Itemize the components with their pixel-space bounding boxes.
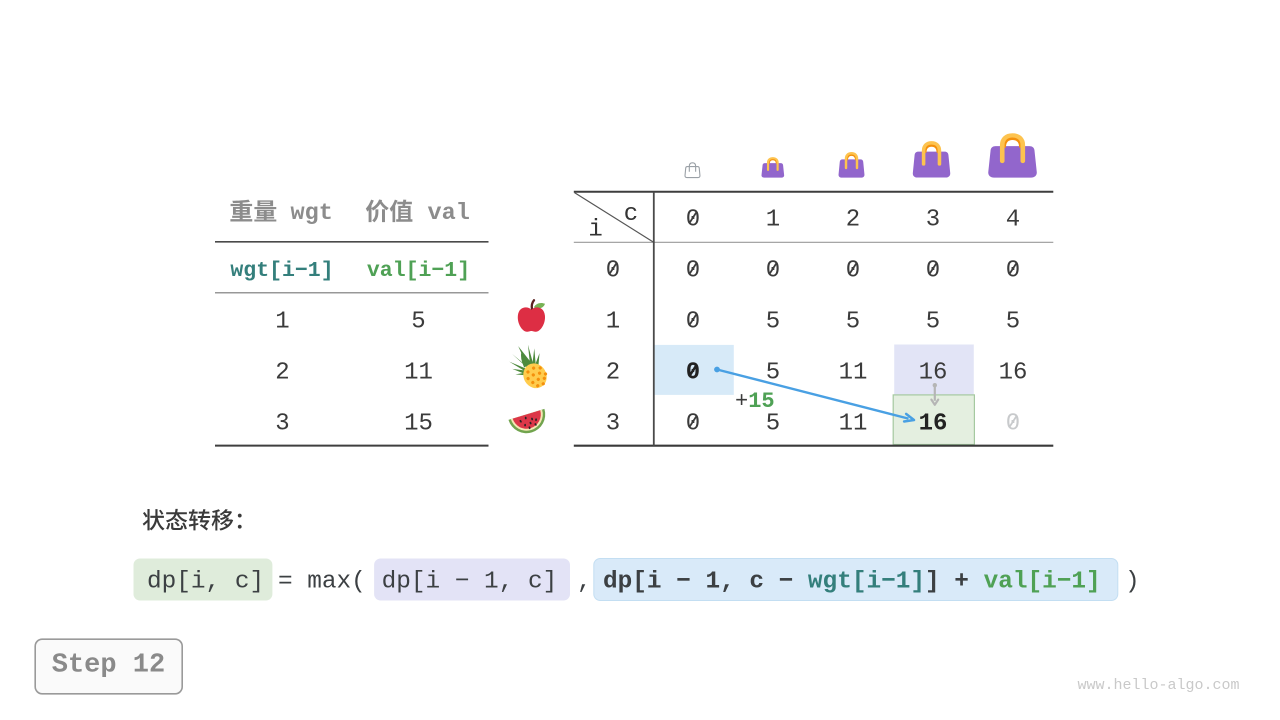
svg-text:5: 5 xyxy=(1006,308,1020,335)
svg-text:dp[i − 1, c − wgt[i−1]] + val[: dp[i − 1, c − wgt[i−1]] + val[i−1] xyxy=(603,569,1101,596)
svg-text:): ) xyxy=(1125,569,1140,596)
svg-text:0: 0 xyxy=(1006,257,1020,284)
svg-text:16: 16 xyxy=(999,359,1028,386)
svg-text:= max(: = max( xyxy=(278,569,366,596)
svg-text:5: 5 xyxy=(926,308,940,335)
svg-text:2: 2 xyxy=(606,359,620,386)
svg-text:5: 5 xyxy=(846,308,860,335)
svg-text:0: 0 xyxy=(686,410,700,437)
svg-text:5: 5 xyxy=(411,308,425,335)
svg-text:i: i xyxy=(588,217,602,244)
svg-text:+15: +15 xyxy=(735,389,775,414)
svg-text:2: 2 xyxy=(275,359,289,386)
svg-text:4: 4 xyxy=(1006,206,1020,233)
svg-text:5: 5 xyxy=(766,410,780,437)
svg-text:0: 0 xyxy=(686,206,700,233)
svg-text:1: 1 xyxy=(275,308,289,335)
svg-text:15: 15 xyxy=(404,410,433,437)
svg-text:c: c xyxy=(624,201,638,228)
svg-text:11: 11 xyxy=(839,410,868,437)
svg-text:dp[i − 1, c]: dp[i − 1, c] xyxy=(382,569,558,596)
svg-text:,: , xyxy=(577,569,592,596)
svg-text:0: 0 xyxy=(686,308,700,335)
svg-text:3: 3 xyxy=(926,206,940,233)
svg-text:wgt[i−1]: wgt[i−1] xyxy=(230,259,333,283)
svg-text:0: 0 xyxy=(766,257,780,284)
svg-text:dp[i, c]: dp[i, c] xyxy=(147,569,264,596)
svg-text:1: 1 xyxy=(606,308,620,335)
svg-text:1: 1 xyxy=(766,206,780,233)
svg-text:5: 5 xyxy=(766,359,780,386)
svg-text:16: 16 xyxy=(919,359,948,386)
svg-text:0: 0 xyxy=(686,359,700,386)
svg-text:val[i−1]: val[i−1] xyxy=(367,259,470,283)
svg-text:11: 11 xyxy=(404,359,433,386)
svg-text:0: 0 xyxy=(686,257,700,284)
svg-text:16: 16 xyxy=(919,410,948,437)
svg-text:0: 0 xyxy=(926,257,940,284)
svg-text:wgt: wgt xyxy=(291,200,333,227)
svg-text:Step 12: Step 12 xyxy=(52,651,165,681)
svg-text:0: 0 xyxy=(606,257,620,284)
svg-text:5: 5 xyxy=(766,308,780,335)
svg-text:0: 0 xyxy=(846,257,860,284)
svg-text:3: 3 xyxy=(606,410,620,437)
svg-text:val: val xyxy=(428,200,470,227)
svg-text:11: 11 xyxy=(839,359,868,386)
svg-text:0: 0 xyxy=(1006,410,1020,437)
svg-text:2: 2 xyxy=(846,206,860,233)
svg-text:www.hello-algo.com: www.hello-algo.com xyxy=(1078,677,1240,694)
svg-text:3: 3 xyxy=(275,410,289,437)
